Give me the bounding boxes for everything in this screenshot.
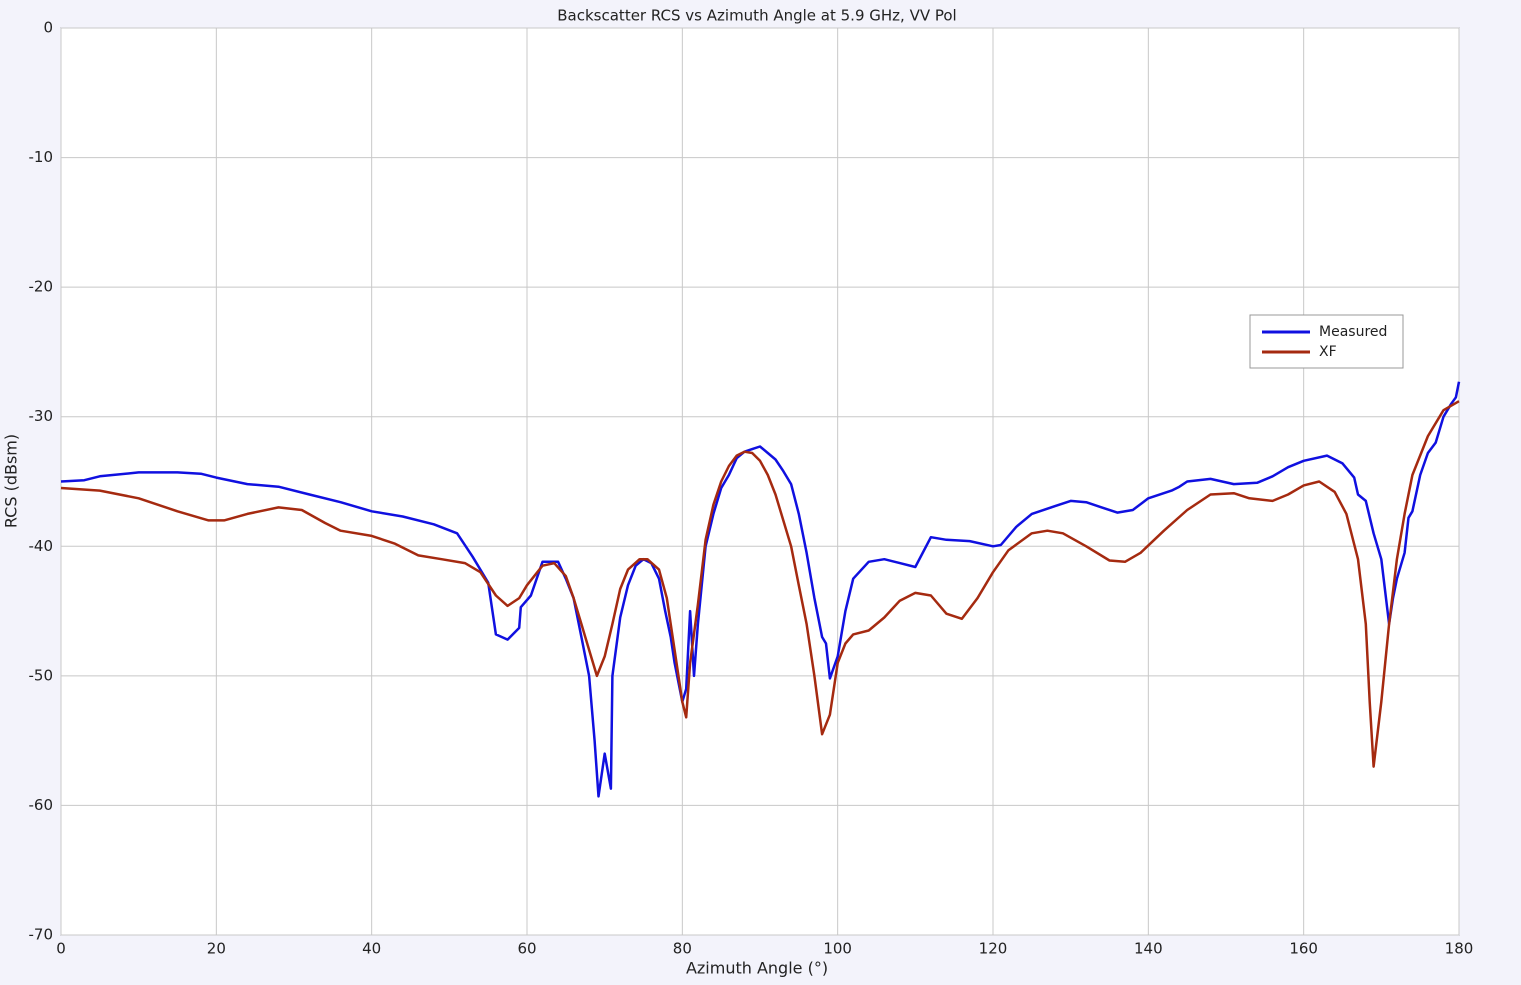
x-tick-label: 60 (517, 940, 536, 958)
legend-box (1249, 314, 1404, 369)
y-axis-label: RCS (dBsm) (2, 434, 21, 528)
plot-area (60, 27, 1460, 936)
y-tick-label: 0 (43, 19, 53, 37)
y-tick-label: -20 (29, 278, 54, 296)
y-tick-label: -70 (29, 926, 54, 944)
x-tick-label: 80 (673, 940, 692, 958)
x-tick-label: 180 (1445, 940, 1474, 958)
x-tick-label: 0 (56, 940, 66, 958)
x-tick-label: 160 (1289, 940, 1318, 958)
x-tick-label: 120 (979, 940, 1008, 958)
y-tick-label: -30 (29, 407, 54, 425)
x-tick-label: 40 (362, 940, 381, 958)
y-tick-label: -50 (29, 666, 54, 684)
legend-label: XF (1319, 344, 1337, 360)
y-tick-label: -60 (29, 796, 54, 814)
legend-label: Measured (1319, 324, 1387, 340)
series-line (60, 400, 1460, 768)
x-tick-label: 20 (207, 940, 226, 958)
x-axis-label: Azimuth Angle (°) (686, 959, 828, 978)
x-tick-label: 100 (823, 940, 852, 958)
series-line (60, 381, 1461, 798)
y-tick-label: -10 (29, 148, 54, 166)
y-tick-label: -40 (29, 537, 54, 555)
x-tick-label: 140 (1134, 940, 1163, 958)
chart-title: Backscatter RCS vs Azimuth Angle at 5.9 … (557, 7, 956, 25)
